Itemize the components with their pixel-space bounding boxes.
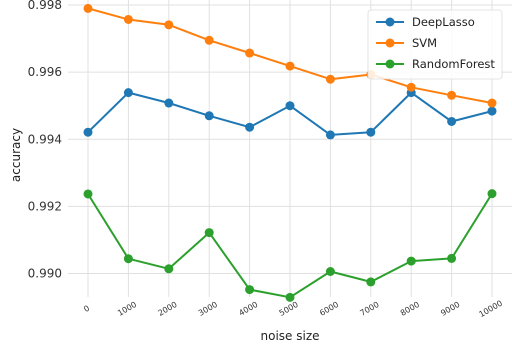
data-point-svm xyxy=(83,3,93,13)
y-axis-label: accuracy xyxy=(9,128,23,182)
legend-item-svm: SVM xyxy=(376,36,437,50)
legend-item-deeplasso: DeepLasso xyxy=(376,15,475,29)
data-point-svm xyxy=(487,98,497,108)
data-point-svm xyxy=(285,61,295,71)
data-point-deeplasso xyxy=(83,127,93,137)
y-tick-label: 0.998 xyxy=(28,0,62,12)
x-tick-label: 0 xyxy=(82,304,91,314)
data-point-deeplasso xyxy=(204,111,214,121)
legend-items: DeepLasso SVM RandomForest xyxy=(376,15,495,71)
legend-marker-svm xyxy=(385,38,395,48)
data-point-deeplasso xyxy=(123,88,133,98)
data-point-randomforest xyxy=(406,256,416,266)
data-point-randomforest xyxy=(245,285,255,295)
data-point-randomforest xyxy=(325,266,335,276)
series-group xyxy=(83,3,497,302)
legend-marker-randomforest xyxy=(385,59,395,69)
legend-marker-deeplasso xyxy=(385,17,395,27)
data-point-svm xyxy=(325,74,335,84)
data-point-deeplasso xyxy=(487,106,497,116)
data-point-svm xyxy=(164,20,174,30)
data-point-randomforest xyxy=(366,277,376,287)
data-point-deeplasso xyxy=(447,116,457,126)
data-point-randomforest xyxy=(83,189,93,199)
y-tick-labels: 0.990 0.992 0.994 0.996 0.998 xyxy=(28,0,62,281)
grid-lines xyxy=(68,0,512,297)
legend-label-randomforest: RandomForest xyxy=(412,57,495,71)
data-point-deeplasso xyxy=(245,122,255,132)
y-tick-label: 0.994 xyxy=(28,132,62,146)
legend-frame xyxy=(367,9,503,80)
data-point-deeplasso xyxy=(366,127,376,137)
series-svm xyxy=(83,3,497,108)
legend-item-randomforest: RandomForest xyxy=(376,57,495,71)
y-tick-label: 0.992 xyxy=(28,199,62,213)
data-point-randomforest xyxy=(447,253,457,263)
data-point-svm xyxy=(245,48,255,58)
data-point-randomforest xyxy=(123,254,133,264)
data-point-randomforest xyxy=(164,264,174,274)
legend-label-svm: SVM xyxy=(412,36,437,50)
data-point-deeplasso xyxy=(164,98,174,108)
data-point-randomforest xyxy=(285,292,295,302)
legend: DeepLasso SVM RandomForest xyxy=(367,9,503,80)
data-point-randomforest xyxy=(487,189,497,199)
x-axis-label: noise size xyxy=(261,329,320,343)
data-point-svm xyxy=(406,82,416,92)
data-point-svm xyxy=(447,90,457,100)
legend-label-deeplasso: DeepLasso xyxy=(412,15,475,29)
data-point-randomforest xyxy=(204,228,214,238)
y-tick-label: 0.996 xyxy=(28,65,62,79)
data-point-deeplasso xyxy=(285,101,295,111)
data-point-svm xyxy=(204,35,214,45)
data-point-deeplasso xyxy=(325,130,335,140)
series-deeplasso xyxy=(83,88,497,140)
y-tick-label: 0.990 xyxy=(28,267,62,281)
series-randomforest xyxy=(83,189,497,302)
data-point-svm xyxy=(123,14,133,24)
